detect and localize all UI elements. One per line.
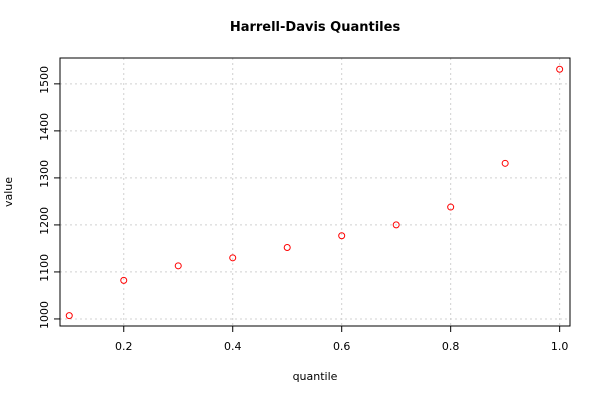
point [447, 203, 455, 211]
x-tick-label: 0.6 [333, 340, 351, 353]
point [283, 243, 291, 251]
x-tick-label: 1.0 [551, 340, 569, 353]
point [120, 276, 128, 284]
plot-frame [59, 57, 571, 327]
point [174, 262, 182, 270]
y-tick-label: 1500 [38, 66, 51, 94]
x-tick-label: 0.8 [442, 340, 460, 353]
point [229, 254, 237, 262]
point [501, 159, 509, 167]
point [392, 221, 400, 229]
x-tick-label: 0.2 [115, 340, 133, 353]
x-tick-label: 0.4 [224, 340, 242, 353]
point [338, 232, 346, 240]
y-tick-label: 1200 [38, 207, 51, 235]
y-tick-label: 1400 [38, 113, 51, 141]
point [556, 65, 564, 73]
y-axis-label: value [2, 177, 15, 207]
y-tick-label: 1300 [38, 160, 51, 188]
y-tick-label: 1000 [38, 301, 51, 329]
x-axis-label: quantile [293, 370, 338, 383]
y-tick-label: 1100 [38, 254, 51, 282]
chart-title: Harrell-Davis Quantiles [230, 20, 401, 35]
point [65, 312, 73, 320]
